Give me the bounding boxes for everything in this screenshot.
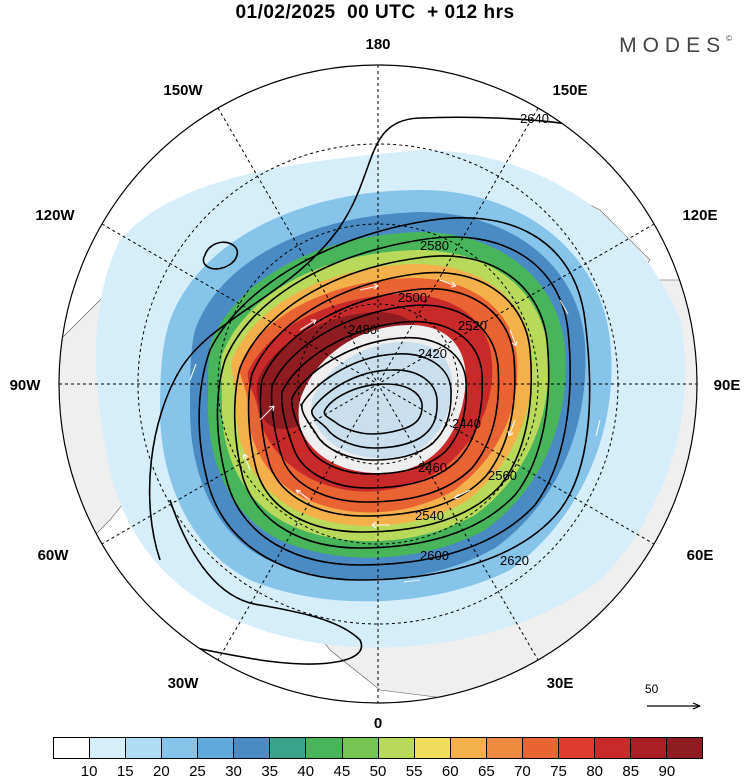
lon-label-90e: 90E [714,377,741,394]
chart-title: 01/02/2025 00 UTC + 012 hrs [235,2,515,23]
colorbar-tick-label: 75 [550,763,567,780]
colorbar-swatch [486,738,523,758]
contour-label-2620: 2620 [500,553,529,568]
wind-reference-label: 50 [645,682,659,696]
colorbar-swatch [414,738,451,758]
colorbar-swatch [198,738,235,758]
colorbar-tick-label: 45 [333,763,351,780]
colorbar-tick-label: 90 [658,763,676,780]
modes-logo: MODES© [619,34,732,57]
contour-small-low [202,241,238,270]
contour-label-2440: 2440 [452,416,481,431]
colorbar-swatch [342,738,379,758]
contour-2600 [216,236,571,566]
lon-label-120e: 120E [682,207,717,224]
contour-2500 [280,320,484,489]
wind-reference-arrow [647,702,701,710]
colorbar-ticks: 10 15 20 25 30 35 40 45 50 55 60 65 70 75 80 85 90 [0,763,750,781]
contour-label-2500: 2500 [398,290,427,305]
colorbar-tick-label: 70 [514,763,531,780]
contour-2440 [311,369,438,449]
contour-label-2460: 2460 [418,460,447,475]
colorbar-swatch [594,738,631,758]
contour-label-2480: 2480 [348,322,377,337]
colorbar-tick-label: 40 [297,763,315,780]
brand-text: MODES [619,34,727,57]
colorbar-tick-label: 25 [189,763,206,780]
lon-label-90w: 90W [10,377,42,394]
contour-label-2640: 2640 [520,111,549,126]
contour-labels: 2420 2440 2460 2480 2500 2520 2540 2560 … [348,111,549,568]
contour-label-2600: 2600 [420,548,449,563]
contour-label-2540: 2540 [415,508,444,523]
lon-label-0: 0 [374,715,382,730]
colorbar-swatch [270,738,307,758]
graticule [59,65,697,703]
colorbar-swatch [631,738,668,758]
colorbar-swatch [522,738,559,758]
colorbar-tick-label: 50 [369,763,387,780]
colorbar-swatch [90,738,127,758]
contour-label-2580: 2580 [420,238,449,253]
colorbar-swatch [162,738,199,758]
colorbar-tick-label: 20 [152,763,170,780]
colorbar-swatch [378,738,415,758]
wind-vectors [189,279,601,583]
contour-2540 [259,288,516,517]
map-frame [58,64,698,704]
lon-label-150e: 150E [552,82,587,99]
lon-label-30e: 30E [547,675,574,692]
colorbar-swatch [306,738,343,758]
colorbar-swatch [667,738,703,758]
lon-label-120w: 120W [35,207,75,224]
wind-speed-shading [96,150,686,648]
lon-label-60e: 60E [687,547,714,564]
colorbar-tick-label: 55 [405,763,423,780]
colorbar-swatch [234,738,271,758]
colorbar-tick-label: 80 [586,763,603,780]
contour-2480 [290,336,468,475]
colorbar-tick-label: 65 [477,763,495,780]
longitude-labels: 180 150E 120E 90E 60E 30E 0 30W 60W 90W … [10,36,741,730]
contour-2640-outer [148,116,576,561]
colorbar-swatch [126,738,163,758]
lon-label-180: 180 [365,36,390,53]
contour-label-2560: 2560 [488,468,517,483]
polar-map: 180 150E 120E 90E 60E 30E 0 30W 60W 90W … [10,36,741,730]
colorbar-swatch [558,738,595,758]
contour-2640-lower [119,499,363,665]
colorbar-tick-label: 35 [261,763,278,780]
contour-2580 [233,255,550,549]
colorbar-tick-label: 10 [80,763,98,780]
colorbar [53,737,703,759]
contour-2560 [247,271,533,533]
colorbar-tick-label: 30 [225,763,242,780]
contour-label-2420: 2420 [418,346,447,361]
colorbar-tick-label: 60 [441,763,459,780]
colorbar-tick-label: 15 [116,763,134,780]
contour-label-2520: 2520 [458,318,487,333]
colorbar-tick-label: 85 [622,763,640,780]
lon-label-150w: 150W [163,82,203,99]
lon-label-60w: 60W [38,547,70,564]
contour-2620 [198,217,591,581]
colorbar-swatch [450,738,487,758]
colorbar-swatch [54,738,91,758]
lon-label-30w: 30W [168,675,200,692]
contour-2520 [270,304,500,503]
